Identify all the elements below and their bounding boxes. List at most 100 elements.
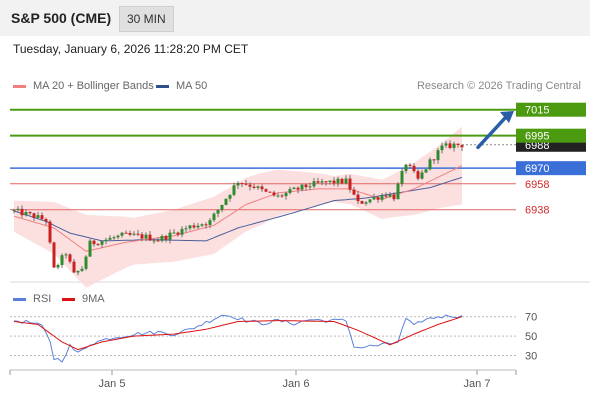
last-price-tag: 6988 xyxy=(525,140,549,152)
candle-body xyxy=(216,209,220,214)
candle-body xyxy=(364,202,368,204)
candle-body xyxy=(168,232,172,240)
candle-body xyxy=(444,143,448,146)
candle-body xyxy=(316,181,320,183)
candle-body xyxy=(300,184,304,190)
candle-body xyxy=(196,225,200,228)
candle-body xyxy=(152,240,156,242)
candle-body xyxy=(68,254,72,262)
candle-body xyxy=(272,192,276,196)
rsi-level-label: 50 xyxy=(525,331,537,343)
candle-body xyxy=(28,212,32,214)
candle-body xyxy=(164,236,168,240)
candle-body xyxy=(284,192,288,197)
candle-body xyxy=(212,213,216,221)
candle-body xyxy=(440,145,444,151)
legend-ma50-label: MA 50 xyxy=(176,80,208,92)
candle-body xyxy=(296,187,300,190)
candle-body xyxy=(192,225,196,228)
candle-body xyxy=(144,234,148,239)
candle-body xyxy=(160,236,164,241)
instrument-title: S&P 500 (CME) xyxy=(11,10,112,26)
x-tick-label: Jan 7 xyxy=(464,378,491,390)
candle-body xyxy=(64,254,68,256)
candle-body xyxy=(72,261,76,273)
candle-body xyxy=(76,270,80,273)
candle-body xyxy=(44,219,48,222)
candle-body xyxy=(84,256,88,269)
candle-body xyxy=(32,213,36,218)
interval-button[interactable]: 30 MIN xyxy=(119,6,174,32)
level-tag-6938: 6938 xyxy=(525,205,549,217)
candle-body xyxy=(120,232,124,236)
candle-body xyxy=(360,201,364,204)
candle-body xyxy=(340,178,344,184)
credit-text: Research © 2026 Trading Central xyxy=(416,80,581,92)
rsi-level-label: 70 xyxy=(525,312,537,324)
candle-body xyxy=(456,143,460,146)
candle-body xyxy=(104,239,108,242)
candle-body xyxy=(324,181,328,183)
candle-body xyxy=(384,195,388,197)
candle-body xyxy=(256,186,260,188)
candle-body xyxy=(12,210,16,212)
level-tag-6970: 6970 xyxy=(525,163,549,175)
candle-body xyxy=(156,240,160,242)
candle-body xyxy=(124,232,128,234)
candle-body xyxy=(224,198,228,205)
candle-body xyxy=(352,189,356,195)
timestamp: Tuesday, January 6, 2026 11:28:20 PM CET xyxy=(13,42,249,56)
candle-body xyxy=(88,240,92,257)
candle-body xyxy=(136,233,140,235)
candle-body xyxy=(244,183,248,185)
candle-body xyxy=(220,204,224,210)
legend-ma20-swatch xyxy=(13,84,26,88)
candle-body xyxy=(268,191,272,193)
legend-ma50-swatch xyxy=(156,84,169,88)
candle-body xyxy=(36,215,40,218)
candle-body xyxy=(452,143,456,149)
candle-body xyxy=(372,197,376,200)
chart-header: S&P 500 (CME) 30 MIN xyxy=(0,0,590,36)
candle-body xyxy=(236,182,240,186)
level-tag-6995-bg xyxy=(516,128,586,143)
candle-body xyxy=(460,145,464,148)
level-tag-7015: 7015 xyxy=(525,105,549,117)
candle-body xyxy=(412,165,416,172)
candle-body xyxy=(344,178,348,184)
candle-body xyxy=(100,241,104,245)
candle-body xyxy=(200,224,204,226)
candle-body xyxy=(228,194,232,199)
candle-body xyxy=(208,220,212,225)
candle-body xyxy=(432,159,436,161)
candle-body xyxy=(404,164,408,172)
legend-rsi-label: RSI xyxy=(33,293,52,305)
candle-body xyxy=(176,232,180,235)
candle-body xyxy=(180,228,184,235)
candle-body xyxy=(420,172,424,179)
candle-body xyxy=(172,232,176,234)
candle-body xyxy=(280,195,284,197)
candle-body xyxy=(320,181,324,183)
candle-body xyxy=(232,185,236,195)
candle-body xyxy=(392,194,396,200)
candle-body xyxy=(376,197,380,200)
candle-body xyxy=(56,265,60,268)
candle-body xyxy=(116,235,120,238)
forecast-arrow-head xyxy=(500,110,514,123)
candle-body xyxy=(288,189,292,193)
x-tick-label: Jan 5 xyxy=(99,378,126,390)
candle-body xyxy=(264,189,268,192)
candle-body xyxy=(400,171,404,184)
candle-body xyxy=(328,180,332,183)
candle-body xyxy=(60,255,64,266)
candle-body xyxy=(40,215,44,220)
candle-body xyxy=(276,195,280,197)
candle-body xyxy=(312,181,316,187)
candle-body xyxy=(240,182,244,184)
legend-ma20: MA 20 + Bollinger Bands xyxy=(13,80,154,92)
rsi-level-label: 30 xyxy=(525,350,537,362)
candle-body xyxy=(356,194,360,202)
bollinger-band xyxy=(14,126,462,288)
